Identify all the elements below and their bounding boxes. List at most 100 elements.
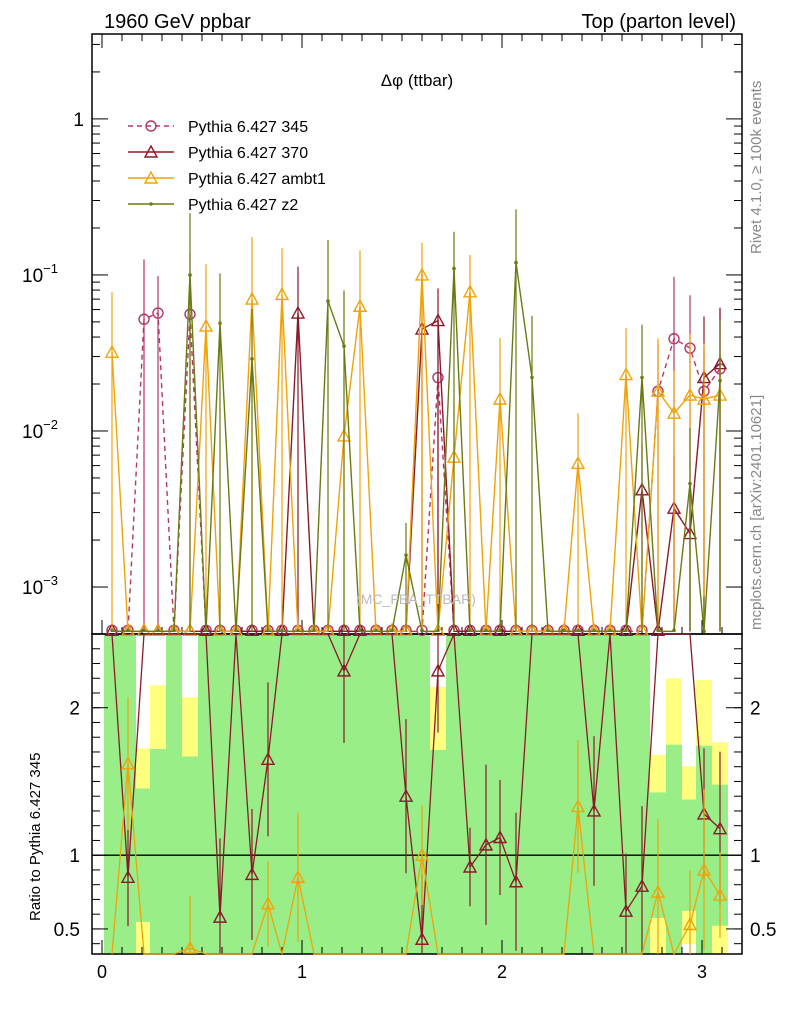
ratio-band-inner <box>306 634 322 954</box>
ratio-band-inner <box>634 634 650 954</box>
data-point-floor <box>462 622 478 637</box>
data-point <box>530 375 534 380</box>
data-point <box>414 267 430 281</box>
ratio-data-point <box>696 862 712 876</box>
ratio-data-point <box>398 788 414 802</box>
data-point-floor <box>120 622 136 637</box>
ratio-data-point <box>634 878 650 892</box>
ratio-series-line <box>111 763 721 956</box>
data-point-floor <box>592 628 596 633</box>
data-point <box>104 344 120 358</box>
y-tick-label: 10−3 <box>22 573 58 599</box>
data-point <box>138 313 150 325</box>
ratio-band-inner <box>212 634 228 954</box>
legend-entry: Pythia 6.427 345 <box>128 119 308 136</box>
data-point-floor <box>634 622 650 637</box>
ratio-data-point <box>478 837 494 851</box>
ratio-y-tick-label-right: 0.5 <box>750 920 776 941</box>
mcplots-side-label: mcplots.cern.ch [arXiv:2401.10621] <box>748 395 765 630</box>
ratio-data-point <box>212 909 228 923</box>
data-point-floor <box>390 628 394 633</box>
ratio-data-point <box>570 799 586 813</box>
data-point <box>250 357 254 361</box>
data-point-floor <box>204 628 208 633</box>
ratio-band-inner <box>666 744 682 954</box>
ratio-y-tick-label: 2 <box>69 699 80 720</box>
data-point <box>688 481 692 486</box>
data-point <box>218 321 222 326</box>
ratio-data-point <box>260 751 276 766</box>
ratio-series-layer <box>111 633 728 956</box>
data-point-floor <box>266 628 270 633</box>
ratio-data-point <box>414 847 430 861</box>
data-point <box>244 291 260 305</box>
ratio-band-inner <box>244 634 260 954</box>
data-point-floor <box>556 622 572 637</box>
ratio-band-inner <box>618 634 634 954</box>
data-point <box>198 318 214 332</box>
legend-marker <box>145 120 157 132</box>
data-point <box>618 367 634 381</box>
data-point <box>290 305 306 319</box>
data-point <box>326 299 330 303</box>
ratio-data-point <box>682 917 698 931</box>
ratio-y-axis-label: Ratio to Pythia 6.427 345 <box>27 753 44 921</box>
data-point <box>430 313 446 327</box>
ratio-band-inner <box>104 634 120 954</box>
data-point <box>718 378 722 383</box>
data-point-floor <box>484 628 488 633</box>
x-tick-label: 2 <box>497 962 507 982</box>
x-tick-label: 3 <box>697 962 707 982</box>
data-point-floor <box>492 622 508 637</box>
legend-label: Pythia 6.427 ambt1 <box>188 171 326 188</box>
data-point-floor <box>182 622 198 637</box>
ratio-series-pythia-6-427-370 <box>111 633 728 954</box>
data-point-floor <box>398 622 414 637</box>
ratio-band-inner <box>228 634 244 954</box>
data-point-floor <box>260 622 276 637</box>
data-point-floor <box>540 622 556 637</box>
data-point <box>274 286 290 301</box>
ratio-data-point <box>712 821 728 835</box>
data-point <box>514 260 518 265</box>
data-point <box>702 629 706 634</box>
data-point <box>492 391 508 405</box>
ratio-band-inner <box>336 634 352 954</box>
ratio-band-inner <box>462 634 478 954</box>
data-point-floor <box>374 628 378 633</box>
data-point-floor <box>156 628 160 633</box>
data-point-floor <box>312 628 316 633</box>
data-point-floor <box>562 628 566 633</box>
data-point-floor <box>608 628 612 633</box>
legend-entry: Pythia 6.427 370 <box>128 144 308 162</box>
data-point-floor <box>212 622 228 637</box>
ratio-band-inner <box>150 748 166 954</box>
ratio-y-tick-label-right: 1 <box>750 846 761 867</box>
data-point-floor <box>150 622 166 637</box>
legend-label: Pythia 6.427 z2 <box>188 197 298 214</box>
ratio-band-inner <box>384 634 400 954</box>
legend-label: Pythia 6.427 370 <box>188 145 308 162</box>
data-point-floor <box>368 622 384 637</box>
legend-marker <box>143 144 159 158</box>
ratio-band-inner <box>602 634 618 954</box>
data-point-floor <box>672 628 676 633</box>
ratio-data-point <box>260 896 276 910</box>
ratio-data-point <box>336 663 352 677</box>
ratio-series-line <box>111 633 721 940</box>
ratio-data-point <box>586 803 602 817</box>
data-point-floor <box>306 622 322 637</box>
plot-title: Δφ (ttbar) <box>381 71 453 90</box>
ratio-band-inner <box>556 634 572 954</box>
ratio-series-pythia-6-427-ambt1 <box>111 697 728 956</box>
data-point-floor <box>478 622 494 637</box>
data-point-floor <box>280 628 284 633</box>
ratio-data-point <box>492 830 508 844</box>
y-tick-label: 10−2 <box>22 417 58 443</box>
watermark: (MC_FBA_TTBAR) <box>356 591 476 607</box>
ratio-band-inner <box>352 634 368 954</box>
data-point <box>666 405 682 419</box>
ratio-data-point <box>430 663 446 677</box>
y-tick-label: 1 <box>73 110 84 131</box>
ratio-y-tick-label: 1 <box>69 846 80 867</box>
